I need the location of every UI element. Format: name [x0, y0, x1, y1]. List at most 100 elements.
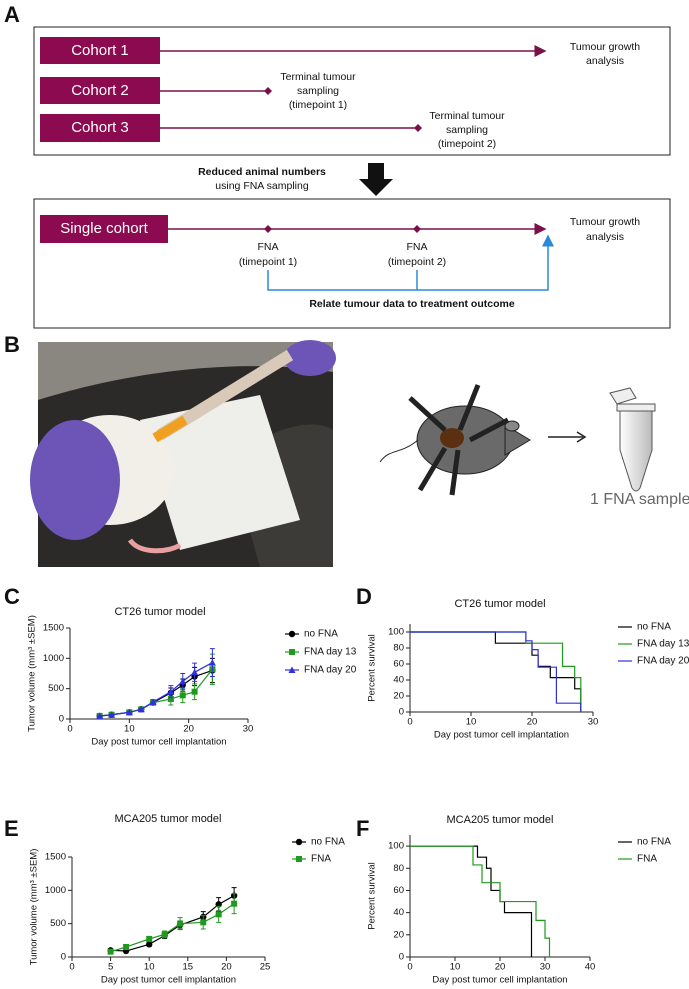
syringe — [417, 446, 448, 492]
endpoint-label: analysis — [586, 55, 624, 67]
endpoint-label: Tumour growth — [570, 41, 640, 53]
point — [167, 695, 174, 702]
fna-label: (timepoint 2) — [388, 256, 446, 268]
point — [208, 659, 216, 666]
survival-curve — [410, 631, 582, 712]
photo-paw — [127, 538, 182, 554]
cohort-box — [40, 37, 160, 64]
series-line — [110, 895, 235, 952]
point — [146, 936, 153, 942]
x-tick-label: 10 — [450, 962, 461, 973]
sample-point — [264, 225, 272, 233]
endpoint-label: sampling — [297, 85, 339, 97]
chart-title: MCA205 tumor model — [115, 813, 222, 825]
chart-title: CT26 tumor model — [454, 598, 545, 610]
y-tick-label: 20 — [393, 929, 404, 940]
x-tick-label: 0 — [69, 962, 74, 973]
x-tick-label: 0 — [407, 717, 412, 728]
fna-label: FNA — [407, 241, 428, 253]
legend-label: no FNA — [637, 622, 671, 633]
middle-label: using FNA sampling — [215, 180, 309, 192]
endpoint-label: (timepoint 2) — [438, 138, 496, 150]
mouse-illustration: 1 FNA sample — [379, 384, 689, 508]
endpoint — [414, 124, 422, 132]
x-tick-label: 15 — [183, 962, 194, 973]
chart-title: MCA205 tumor model — [447, 814, 554, 826]
x-axis-label: Day post tumor cell implantation — [434, 730, 569, 741]
x-tick-label: 20 — [527, 717, 538, 728]
sample-label: 1 FNA sample — [590, 491, 689, 508]
y-tick-label: 100 — [388, 841, 404, 852]
legend-marker — [296, 856, 302, 862]
cohort-box — [40, 114, 160, 142]
legend-label: no FNA — [311, 837, 345, 848]
y-axis-label: Tumor volume (mm³ ±SEM) — [27, 615, 38, 732]
point — [137, 705, 145, 713]
chart: CT26 tumor model 0 20 40 60 80 100 0 10 20 30 Day p… — [367, 598, 689, 741]
point — [146, 941, 153, 948]
point — [108, 711, 116, 718]
y-tick-label: 1500 — [43, 623, 64, 634]
fna-label: FNA — [258, 241, 279, 253]
photo — [30, 340, 336, 567]
syringe — [449, 449, 461, 496]
y-tick-label: 1500 — [45, 852, 66, 863]
photo-bench — [38, 342, 333, 400]
syringe — [468, 417, 510, 443]
y-tick-label: 1000 — [45, 885, 66, 896]
panel-label: B — [4, 332, 20, 357]
mouse-tail — [379, 439, 419, 463]
down-arrow — [359, 163, 393, 196]
legend-label: no FNA — [637, 837, 671, 848]
cohort-label: Cohort 2 — [71, 82, 129, 99]
middle-label: Reduced animal numbers — [198, 166, 326, 178]
panel-label: F — [356, 816, 369, 841]
survival-curve — [410, 845, 533, 957]
point — [149, 698, 157, 706]
y-tick-label: 0 — [61, 952, 66, 963]
x-tick-label: 5 — [108, 962, 113, 973]
x-axis-label: Day post tumor cell implantation — [432, 975, 567, 986]
x-tick-label: 40 — [585, 962, 596, 973]
syringe — [408, 396, 447, 432]
photo-glove — [30, 420, 120, 540]
x-tick-label: 30 — [588, 717, 599, 728]
x-tick-label: 10 — [124, 724, 135, 735]
point — [231, 900, 238, 907]
point — [161, 931, 168, 938]
legend-label: FNA — [637, 854, 657, 865]
endpoint-label: Tumour growth — [570, 216, 640, 228]
point — [123, 944, 130, 950]
x-tick-label: 30 — [243, 724, 254, 735]
y-tick-label: 0 — [399, 952, 404, 963]
panel-label: D — [356, 584, 372, 609]
x-tick-label: 20 — [183, 724, 194, 735]
chart-title: CT26 tumor model — [114, 606, 205, 618]
legend-label: FNA — [311, 854, 331, 865]
y-tick-label: 500 — [48, 683, 64, 694]
x-tick-label: 25 — [260, 962, 271, 973]
x-tick-label: 0 — [67, 724, 72, 735]
photo-syringe-hub — [152, 415, 188, 443]
endpoint-label: Terminal tumour — [429, 110, 505, 122]
mouse-ear — [504, 420, 520, 432]
photo-towel — [140, 395, 300, 550]
y-tick-label: 0 — [59, 714, 64, 725]
x-tick-label: 10 — [466, 717, 477, 728]
point — [215, 911, 222, 918]
x-tick-label: 10 — [144, 962, 155, 973]
chart: MCA205 tumor model 0 500 1000 1500 0 5 10 15 20 25… — [29, 813, 346, 986]
y-tick-label: 60 — [393, 659, 404, 670]
survival-curve — [410, 631, 582, 712]
legend-label: no FNA — [304, 629, 338, 640]
tube — [619, 409, 653, 492]
legend-label: FNA day 13 — [637, 639, 689, 650]
cohort-label: Cohort 3 — [71, 119, 129, 136]
endpoint — [264, 87, 272, 95]
box — [33, 198, 671, 329]
x-tick-label: 30 — [540, 962, 551, 973]
cohort-box — [40, 215, 168, 243]
endpoint-label: analysis — [586, 231, 624, 243]
point — [167, 688, 175, 695]
series-line — [110, 903, 235, 953]
